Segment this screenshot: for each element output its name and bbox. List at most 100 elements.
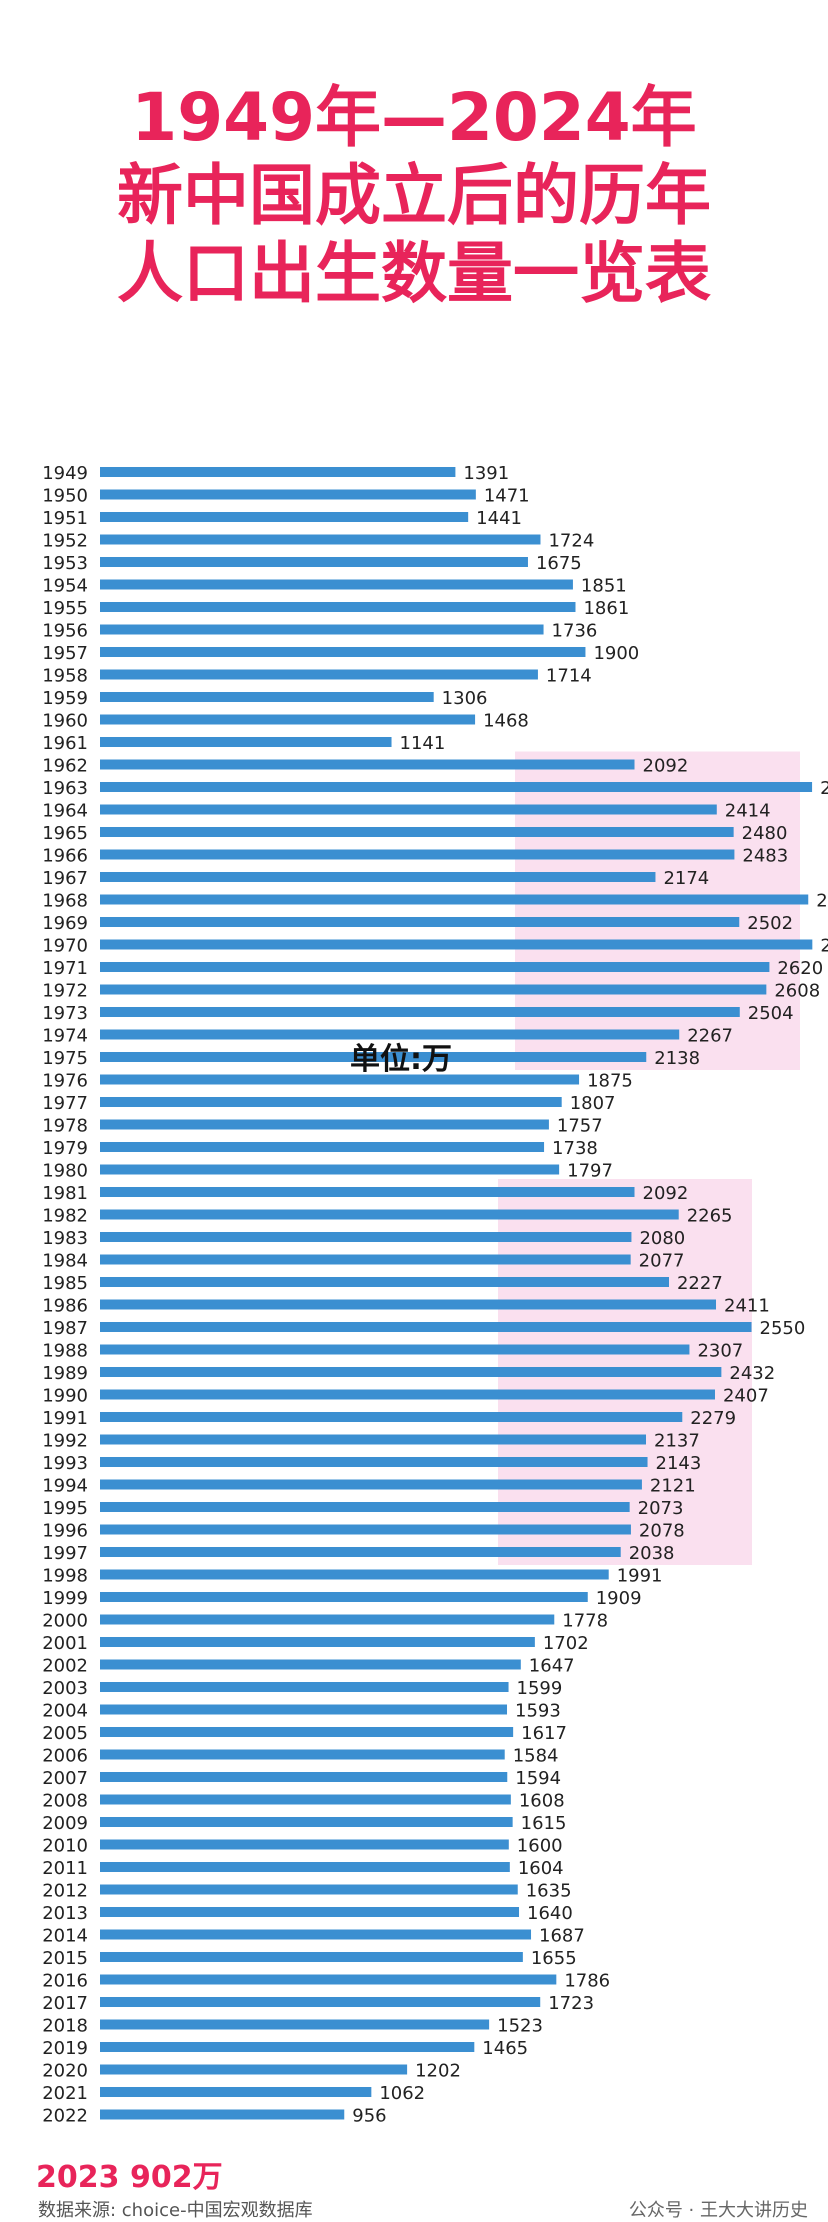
value-label: 2608: [774, 981, 820, 1002]
bar-1988: [100, 1344, 690, 1355]
value-label: 2414: [725, 801, 771, 822]
value-label: 1778: [562, 1611, 608, 1632]
bar-1955: [100, 602, 576, 612]
value-label: 1861: [583, 598, 629, 619]
year-label: 2015: [42, 1948, 88, 1969]
year-label: 2013: [42, 1903, 88, 1924]
bar-1961: [100, 737, 392, 747]
value-label: 1687: [539, 1926, 585, 1947]
year-label: 2018: [42, 2016, 88, 2037]
year-label: 1985: [42, 1273, 88, 1294]
bar-1976: [100, 1074, 580, 1085]
bar-1949: [100, 467, 456, 477]
year-label: 1967: [42, 868, 88, 889]
bar-1975: [100, 1052, 647, 1062]
value-label: 2407: [723, 1386, 769, 1407]
value-label: 1702: [543, 1633, 589, 1654]
year-label: 1991: [42, 1408, 88, 1429]
bar-1967: [100, 872, 656, 882]
bar-2007: [100, 1772, 508, 1782]
year-label: 1996: [42, 1521, 88, 1542]
value-label: 2772: [816, 891, 828, 912]
value-label: 2073: [638, 1498, 684, 1519]
value-label: 2480: [742, 823, 788, 844]
bar-1979: [100, 1142, 545, 1152]
last-year-label: 2023 902万: [36, 2160, 223, 2195]
bar-1984: [100, 1254, 631, 1265]
year-label: 2016: [42, 1971, 88, 1992]
year-label: 1954: [42, 576, 88, 597]
bar-2000: [100, 1614, 555, 1625]
value-label: 1441: [476, 508, 522, 529]
bar-1986: [100, 1299, 717, 1310]
bar-2008: [100, 1794, 511, 1805]
bar-1959: [100, 692, 434, 702]
year-label: 2019: [42, 2038, 88, 2059]
year-label: 1960: [42, 711, 88, 732]
year-label: 1961: [42, 733, 88, 754]
year-label: 2009: [42, 1813, 88, 1834]
bar-2004: [100, 1704, 508, 1715]
value-label: 1786: [564, 1971, 610, 1992]
value-label: 1523: [497, 2016, 543, 2037]
year-label: 1993: [42, 1453, 88, 1474]
year-label: 1979: [42, 1138, 88, 1159]
value-label: 1584: [513, 1746, 559, 1767]
year-label: 1977: [42, 1093, 88, 1114]
value-label: 2092: [643, 756, 689, 777]
value-label: 2080: [639, 1228, 685, 1249]
bar-1951: [100, 512, 469, 522]
value-label: 1655: [531, 1948, 577, 1969]
year-label: 1992: [42, 1431, 88, 1452]
year-label: 1990: [42, 1386, 88, 1407]
bar-2015: [100, 1952, 523, 1962]
year-label: 2011: [42, 1858, 88, 1879]
year-label: 1982: [42, 1206, 88, 1227]
year-label: 2008: [42, 1791, 88, 1812]
bar-1950: [100, 489, 476, 500]
year-label: 1969: [42, 913, 88, 934]
value-label: 2174: [663, 868, 709, 889]
value-label: 2227: [677, 1273, 723, 1294]
bar-2012: [100, 1884, 518, 1895]
value-label: 1593: [515, 1701, 561, 1722]
value-label: 2038: [629, 1543, 675, 1564]
value-label: 2504: [748, 1003, 794, 1024]
year-label: 1999: [42, 1588, 88, 1609]
year-label: 1997: [42, 1543, 88, 1564]
year-label: 1972: [42, 981, 88, 1002]
value-label: 1851: [581, 576, 627, 597]
year-label: 1981: [42, 1183, 88, 1204]
value-label: 1141: [400, 733, 446, 754]
year-label: 1983: [42, 1228, 88, 1249]
bar-1965: [100, 827, 734, 837]
year-label: 1951: [42, 508, 88, 529]
year-label: 1959: [42, 688, 88, 709]
year-label: 1956: [42, 621, 88, 642]
bar-1966: [100, 849, 735, 860]
bar-2018: [100, 2019, 490, 2030]
bar-1963: [100, 782, 813, 792]
year-label: 1978: [42, 1116, 88, 1137]
year-label: 2003: [42, 1678, 88, 1699]
year-label: 1995: [42, 1498, 88, 1519]
year-label: 2006: [42, 1746, 88, 1767]
bar-2011: [100, 1862, 510, 1872]
bar-2002: [100, 1659, 521, 1670]
value-label: 2788: [820, 936, 828, 957]
value-label: 2550: [760, 1318, 806, 1339]
bar-1954: [100, 579, 573, 590]
value-label: 1599: [517, 1678, 563, 1699]
value-label: 2265: [687, 1206, 733, 1227]
year-label: 1949: [42, 463, 88, 484]
data-source: 数据来源: choice-中国宏观数据库: [38, 2200, 313, 2221]
bar-1952: [100, 534, 541, 545]
bar-2019: [100, 2042, 475, 2052]
value-label: 1909: [596, 1588, 642, 1609]
year-label: 1950: [42, 486, 88, 507]
year-label: 2014: [42, 1926, 88, 1947]
value-label: 1306: [442, 688, 488, 709]
bar-1970: [100, 939, 813, 950]
value-label: 2138: [654, 1048, 700, 1069]
